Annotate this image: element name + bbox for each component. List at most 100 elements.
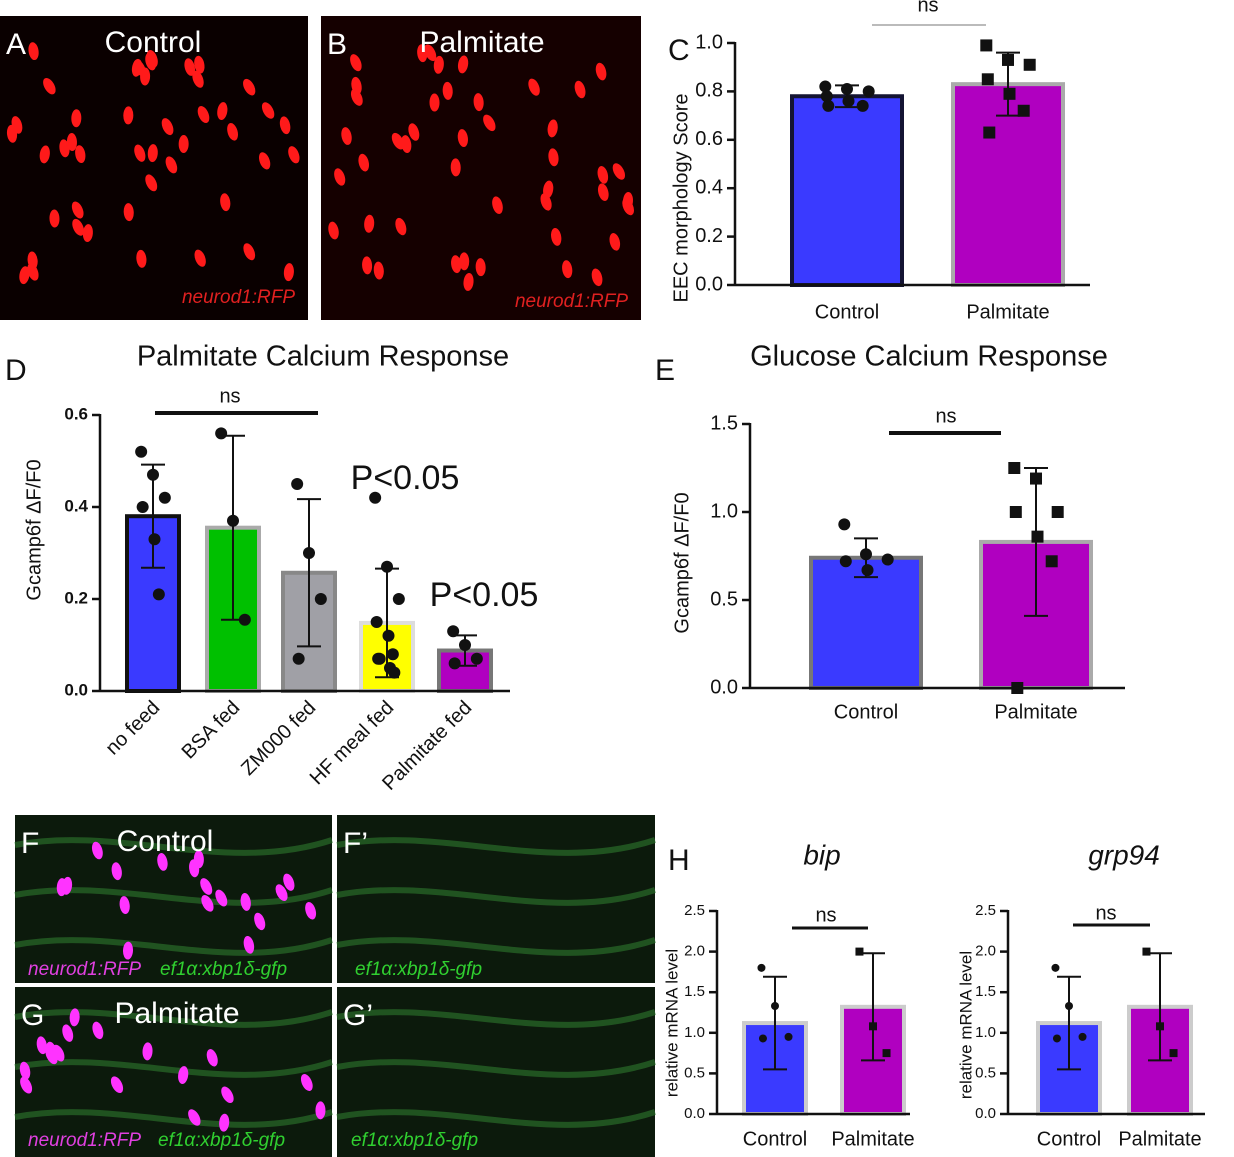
cell bbox=[6, 124, 18, 143]
y-tick-label: 1.5 bbox=[710, 412, 738, 434]
cell bbox=[358, 153, 370, 172]
cell bbox=[188, 1109, 201, 1126]
chart-title: bip bbox=[803, 839, 840, 870]
cell bbox=[283, 873, 295, 891]
data-point bbox=[819, 80, 832, 93]
cell bbox=[283, 263, 294, 282]
y-axis-label: Gcamp6f ΔF/F0 bbox=[671, 492, 693, 633]
cell bbox=[69, 1008, 80, 1027]
cell bbox=[350, 54, 362, 72]
cell bbox=[123, 106, 134, 125]
cell bbox=[429, 93, 440, 112]
data-point bbox=[369, 491, 382, 504]
cell bbox=[36, 1036, 48, 1055]
tissue-band bbox=[336, 1059, 656, 1078]
data-point bbox=[1009, 506, 1022, 518]
y-tick-label: 1.0 bbox=[695, 31, 723, 53]
tissue-band bbox=[14, 837, 333, 856]
cell bbox=[288, 146, 300, 164]
annotation: ns bbox=[935, 405, 956, 427]
panel-title: Palmitate bbox=[114, 997, 239, 1030]
cell bbox=[39, 145, 50, 164]
y-tick-label: 0.5 bbox=[975, 1064, 996, 1081]
y-tick-label: 0.0 bbox=[684, 1105, 705, 1122]
panel-letter: D bbox=[5, 354, 27, 387]
caption: neurod1:RFP bbox=[515, 291, 628, 312]
panel-title: Control bbox=[117, 825, 214, 858]
y-axis-label: Gcamp6f ΔF/F0 bbox=[23, 459, 45, 600]
data-point bbox=[856, 99, 869, 112]
data-point bbox=[158, 491, 171, 504]
data-point bbox=[1002, 53, 1014, 66]
cell bbox=[442, 81, 453, 100]
annotation: ns bbox=[917, 0, 938, 16]
data-point bbox=[822, 99, 835, 112]
data-point bbox=[881, 553, 894, 566]
y-tick-label: 2.5 bbox=[684, 902, 705, 919]
cell bbox=[220, 193, 231, 212]
data-point bbox=[838, 518, 851, 531]
error-bar bbox=[141, 463, 165, 569]
y-tick-label: 1.0 bbox=[684, 1024, 705, 1041]
cell bbox=[194, 55, 205, 74]
tissue-band bbox=[336, 1009, 656, 1028]
x-tick-label: Palmitate bbox=[1118, 1128, 1201, 1150]
cell bbox=[457, 129, 468, 147]
annotation: ns bbox=[1095, 902, 1116, 924]
x-tick-label: BSA fed bbox=[178, 697, 245, 764]
y-tick-label: 0.0 bbox=[710, 676, 738, 698]
data-point bbox=[215, 427, 228, 440]
cell bbox=[243, 78, 256, 96]
error-bar bbox=[1148, 952, 1172, 1062]
y-tick-label: 0.5 bbox=[684, 1064, 705, 1081]
data-point bbox=[839, 555, 852, 568]
data-point bbox=[862, 85, 875, 98]
cell bbox=[75, 145, 86, 164]
data-point bbox=[841, 82, 853, 95]
cell bbox=[551, 228, 562, 246]
caption: neurod1:RFP bbox=[182, 287, 295, 308]
error-bar bbox=[297, 498, 321, 648]
data-point bbox=[983, 126, 996, 139]
data-point bbox=[771, 1002, 779, 1011]
data-point bbox=[1142, 947, 1151, 956]
data-point bbox=[1003, 87, 1016, 100]
caption: neurod1:RFP bbox=[28, 959, 141, 980]
y-tick-label: 0.6 bbox=[695, 128, 723, 150]
data-point bbox=[448, 657, 461, 670]
data-point bbox=[855, 947, 864, 956]
cell bbox=[300, 1074, 313, 1091]
data-point bbox=[447, 625, 460, 638]
data-point bbox=[470, 652, 483, 665]
cell bbox=[261, 102, 275, 119]
data-point bbox=[1051, 506, 1064, 518]
cell bbox=[279, 116, 291, 135]
cell bbox=[82, 224, 93, 243]
cell bbox=[61, 876, 73, 895]
y-tick-label: 0.4 bbox=[64, 496, 88, 515]
data-point bbox=[373, 652, 386, 665]
caption: ef1α:xbp1δ-gfp bbox=[158, 1130, 285, 1151]
y-tick-label: 0.2 bbox=[695, 225, 723, 247]
cell bbox=[334, 168, 346, 186]
data-point bbox=[842, 95, 855, 108]
cell bbox=[52, 1044, 65, 1062]
data-point bbox=[1156, 1022, 1164, 1031]
caption: ef1α:xbp1δ-gfp bbox=[355, 959, 482, 980]
cell bbox=[122, 941, 134, 960]
tissue-band bbox=[336, 1109, 656, 1128]
data-point bbox=[1030, 472, 1042, 485]
data-point bbox=[1169, 1049, 1178, 1058]
data-point bbox=[381, 560, 393, 573]
cell bbox=[142, 1042, 153, 1061]
bar bbox=[790, 94, 904, 287]
cell bbox=[119, 896, 130, 915]
cell bbox=[548, 148, 559, 167]
cell bbox=[424, 44, 437, 62]
data-point bbox=[291, 478, 304, 490]
cell bbox=[28, 42, 39, 61]
cell bbox=[157, 853, 168, 871]
cell bbox=[243, 935, 255, 954]
data-point bbox=[147, 468, 159, 481]
cell bbox=[492, 196, 503, 214]
